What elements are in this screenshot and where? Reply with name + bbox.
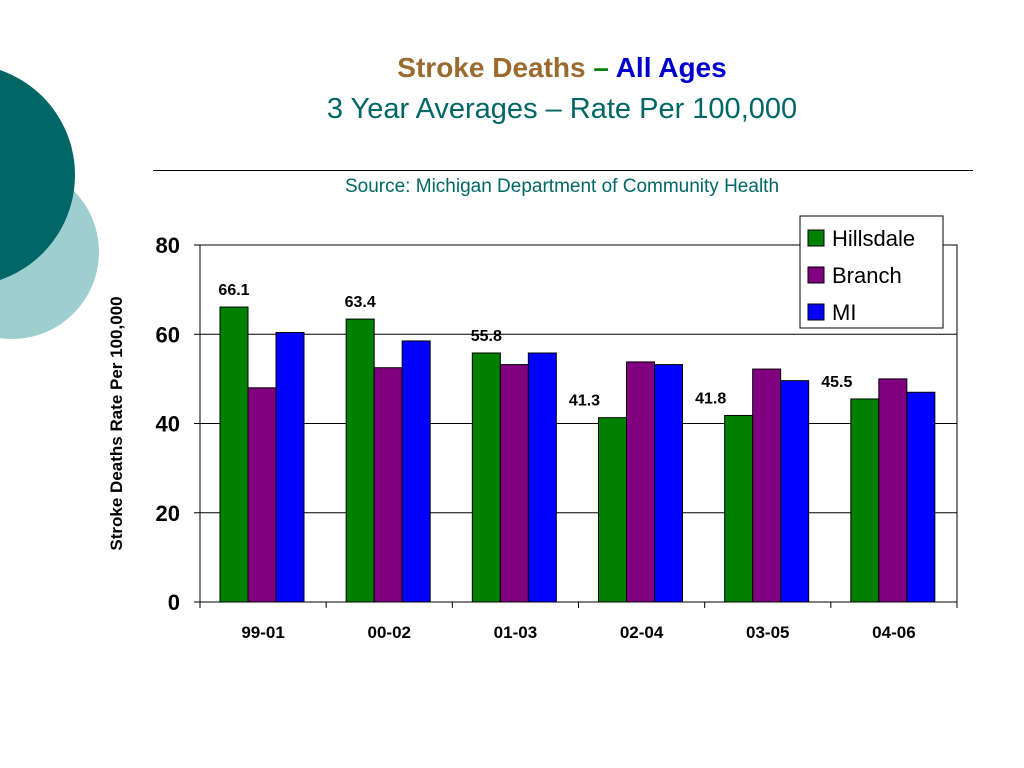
legend-label: Branch [832, 263, 902, 288]
data-label: 45.5 [821, 374, 852, 391]
bar-hillsdale [598, 417, 627, 603]
x-tick-label: 03-05 [746, 623, 789, 642]
legend-swatch [807, 303, 825, 321]
legend-swatch [807, 266, 825, 284]
x-tick-label: 00-02 [368, 623, 411, 642]
y-tick-label: 80 [156, 233, 180, 258]
bar-branch [626, 361, 655, 603]
x-tick-label: 99-01 [241, 623, 284, 642]
slide-subtitle: 3 Year Averages – Rate Per 100,000 [326, 93, 798, 125]
bar-branch [878, 378, 908, 603]
bar-mi [780, 380, 810, 603]
title-divider [153, 170, 973, 171]
legend-label: Hillsdale [832, 226, 915, 251]
data-label: 63.4 [345, 294, 376, 311]
bar-hillsdale [724, 414, 754, 603]
y-tick-label: 60 [156, 322, 180, 347]
data-label: 41.8 [695, 390, 726, 407]
y-axis-title: Stroke Deaths Rate Per 100,000 [107, 296, 126, 550]
x-tick-label: 01-03 [494, 623, 537, 642]
x-tick-label: 04-06 [872, 623, 915, 642]
title-part-stroke-deaths: Stroke Deaths [397, 52, 586, 83]
bar-mi [527, 352, 557, 603]
bar-hillsdale [471, 352, 501, 603]
title-dash: – [593, 52, 609, 83]
title-part-all-ages: All Ages [615, 52, 727, 83]
legend-label: MI [832, 300, 856, 325]
x-tick-label: 02-04 [620, 623, 664, 642]
bar-mi [401, 340, 431, 603]
data-label: 41.3 [569, 393, 600, 410]
legend-swatch [807, 229, 825, 247]
data-label: 55.8 [471, 328, 502, 345]
bar-branch [499, 364, 529, 603]
dark-teal-circle [0, 70, 75, 280]
bar-hillsdale [345, 318, 375, 603]
bar-mi [275, 331, 305, 603]
bar-branch [752, 368, 782, 603]
bar-mi [654, 364, 683, 603]
y-tick-label: 20 [156, 501, 180, 526]
bar-branch [247, 387, 277, 603]
source-note: Source: Michigan Department of Community… [344, 176, 780, 197]
y-tick-label: 40 [156, 412, 180, 437]
slide-title: Stroke Deaths – All Ages [150, 52, 974, 84]
y-tick-label: 0 [168, 590, 180, 615]
bar-hillsdale [219, 306, 249, 603]
bar-hillsdale [850, 398, 880, 603]
bar-mi [906, 391, 936, 603]
bar-branch [373, 367, 403, 603]
data-label: 66.1 [218, 282, 249, 299]
